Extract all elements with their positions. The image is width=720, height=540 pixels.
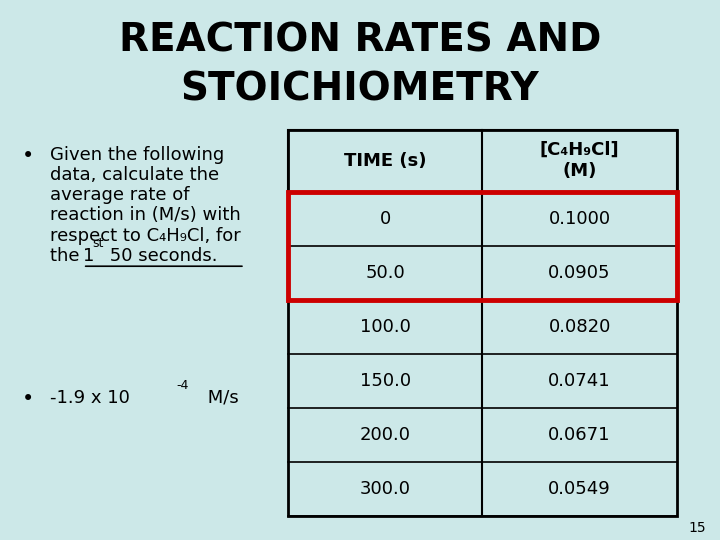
Text: •: • xyxy=(22,146,34,166)
Text: reaction in (M/s) with: reaction in (M/s) with xyxy=(50,206,241,225)
Text: [C₄H₉Cl]
(M): [C₄H₉Cl] (M) xyxy=(540,141,619,180)
Text: respect to C₄H₉Cl, for: respect to C₄H₉Cl, for xyxy=(50,227,241,245)
Text: TIME (s): TIME (s) xyxy=(344,152,426,170)
Text: Given the following: Given the following xyxy=(50,146,225,164)
Text: -1.9 x 10: -1.9 x 10 xyxy=(50,389,130,407)
Text: 0: 0 xyxy=(379,210,391,228)
Text: -4: -4 xyxy=(176,379,189,392)
Text: 200.0: 200.0 xyxy=(360,426,410,444)
Text: 0.1000: 0.1000 xyxy=(549,210,611,228)
Text: 300.0: 300.0 xyxy=(360,480,410,498)
Text: 0.0671: 0.0671 xyxy=(549,426,611,444)
Text: data, calculate the: data, calculate the xyxy=(50,166,220,184)
Text: REACTION RATES AND: REACTION RATES AND xyxy=(119,22,601,59)
Text: 1: 1 xyxy=(83,247,94,265)
Text: 0.0549: 0.0549 xyxy=(548,480,611,498)
Text: st: st xyxy=(92,237,104,250)
Text: 15: 15 xyxy=(688,521,706,535)
Text: STOICHIOMETRY: STOICHIOMETRY xyxy=(181,70,539,108)
Text: •: • xyxy=(22,389,34,409)
Text: the: the xyxy=(50,247,86,265)
Text: M/s: M/s xyxy=(202,389,238,407)
Text: 50 seconds.: 50 seconds. xyxy=(104,247,218,265)
Text: 0.0820: 0.0820 xyxy=(549,318,611,336)
Text: 100.0: 100.0 xyxy=(360,318,410,336)
Text: average rate of: average rate of xyxy=(50,186,190,204)
Text: 150.0: 150.0 xyxy=(359,372,411,390)
Text: 0.0905: 0.0905 xyxy=(549,264,611,282)
Text: 0.0741: 0.0741 xyxy=(549,372,611,390)
Text: 50.0: 50.0 xyxy=(365,264,405,282)
